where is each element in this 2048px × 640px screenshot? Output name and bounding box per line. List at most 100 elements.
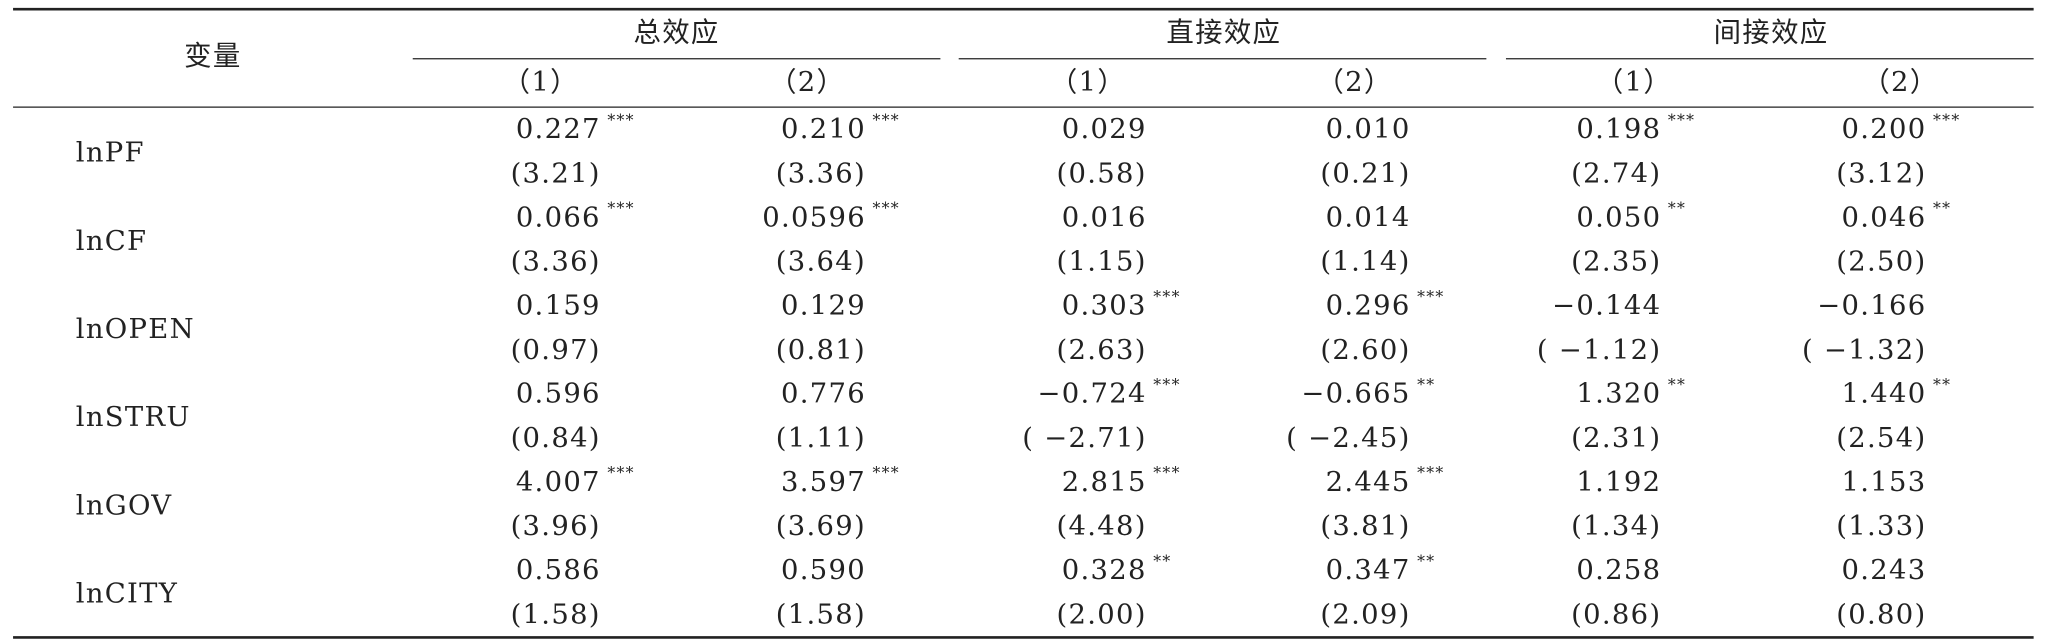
column-header: （1） bbox=[503, 67, 579, 98]
column-header: （2） bbox=[1862, 67, 1938, 98]
t-statistic: ( −1.12) bbox=[1537, 335, 1662, 366]
t-statistic: ( −1.32) bbox=[1802, 335, 1927, 366]
column-header: （2） bbox=[1316, 67, 1392, 98]
significance: *** bbox=[607, 199, 634, 218]
t-statistic: (1.14) bbox=[1320, 247, 1410, 278]
significance: *** bbox=[872, 110, 899, 129]
t-statistic: (0.58) bbox=[1057, 159, 1147, 190]
row-label: lnGOV bbox=[76, 490, 173, 521]
significance: *** bbox=[607, 110, 634, 129]
t-statistic: (3.12) bbox=[1836, 159, 1926, 190]
t-statistic: (0.80) bbox=[1836, 599, 1926, 630]
row-label: lnPF bbox=[76, 138, 145, 169]
t-statistic: (0.84) bbox=[511, 423, 601, 454]
t-statistic: (2.31) bbox=[1571, 423, 1661, 454]
t-statistic: (4.48) bbox=[1057, 511, 1147, 542]
coefficient: 0.014 bbox=[1326, 202, 1411, 233]
coefficient: 0.303 bbox=[1062, 290, 1147, 321]
t-statistic: (0.21) bbox=[1320, 159, 1410, 190]
coefficient: 0.596 bbox=[516, 379, 601, 410]
coefficient: 0.328 bbox=[1062, 555, 1147, 586]
t-statistic: (1.15) bbox=[1057, 247, 1147, 278]
group-header: 直接效应 bbox=[1166, 17, 1281, 48]
column-header: （1） bbox=[1596, 67, 1672, 98]
significance: ** bbox=[1153, 551, 1171, 570]
significance: ** bbox=[1933, 199, 1951, 218]
t-statistic: (2.50) bbox=[1836, 247, 1926, 278]
t-statistic: ( −2.45) bbox=[1286, 423, 1411, 454]
t-statistic: (1.11) bbox=[776, 423, 866, 454]
t-statistic: (2.09) bbox=[1320, 599, 1410, 630]
coefficient: 0.046 bbox=[1842, 202, 1927, 233]
significance: *** bbox=[872, 199, 899, 218]
t-statistic: (2.35) bbox=[1571, 247, 1661, 278]
significance: *** bbox=[1933, 110, 1960, 129]
significance: ** bbox=[1668, 199, 1686, 218]
significance: *** bbox=[1417, 287, 1444, 306]
group-header: 间接效应 bbox=[1714, 17, 1829, 48]
significance: ** bbox=[1417, 551, 1435, 570]
coefficient: 0.016 bbox=[1062, 202, 1147, 233]
coefficient: 0.296 bbox=[1326, 290, 1411, 321]
t-statistic: (3.64) bbox=[776, 247, 866, 278]
coefficient: 2.815 bbox=[1062, 467, 1147, 498]
t-statistic: (1.58) bbox=[511, 599, 601, 630]
corner-header: 变量 bbox=[184, 41, 241, 72]
coefficient: 0.050 bbox=[1576, 202, 1661, 233]
coefficient: 0.776 bbox=[781, 379, 866, 410]
coefficient: 0.029 bbox=[1062, 114, 1147, 145]
t-statistic: (0.97) bbox=[511, 335, 601, 366]
row-label: lnSTRU bbox=[76, 402, 191, 433]
coefficient: 0.129 bbox=[781, 290, 866, 321]
coefficient: 0.243 bbox=[1842, 555, 1927, 586]
coefficient: 0.590 bbox=[781, 555, 866, 586]
significance: ** bbox=[1417, 375, 1435, 394]
coefficient: 1.440 bbox=[1842, 379, 1927, 410]
significance: ** bbox=[1668, 375, 1686, 394]
coefficient: 0.210 bbox=[781, 114, 866, 145]
t-statistic: (3.69) bbox=[776, 511, 866, 542]
coefficient: 2.445 bbox=[1326, 467, 1411, 498]
column-header: （2） bbox=[769, 67, 845, 98]
coefficient: 1.320 bbox=[1576, 379, 1661, 410]
coefficient: 4.007 bbox=[516, 467, 601, 498]
column-header: （1） bbox=[1050, 67, 1126, 98]
t-statistic: (3.36) bbox=[776, 159, 866, 190]
t-statistic: (2.54) bbox=[1836, 423, 1926, 454]
t-statistic: (1.58) bbox=[776, 599, 866, 630]
coefficient: 0.227 bbox=[516, 114, 601, 145]
coefficient: 0.258 bbox=[1576, 555, 1661, 586]
coefficient: 0.066 bbox=[516, 202, 601, 233]
row-label: lnOPEN bbox=[76, 314, 195, 345]
coefficient: 1.153 bbox=[1842, 467, 1927, 498]
coefficient: 3.597 bbox=[781, 467, 866, 498]
t-statistic: (0.81) bbox=[776, 335, 866, 366]
coefficient: 1.192 bbox=[1576, 467, 1661, 498]
t-statistic: (3.81) bbox=[1320, 511, 1410, 542]
significance: ** bbox=[1933, 375, 1951, 394]
t-statistic: (1.33) bbox=[1836, 511, 1926, 542]
t-statistic: (2.63) bbox=[1057, 335, 1147, 366]
coefficient: 0.0596 bbox=[762, 202, 866, 233]
coefficient: −0.144 bbox=[1552, 290, 1661, 321]
significance: *** bbox=[872, 463, 899, 482]
t-statistic: (1.34) bbox=[1571, 511, 1661, 542]
significance: *** bbox=[1153, 287, 1180, 306]
coefficient: 0.198 bbox=[1576, 114, 1661, 145]
significance: *** bbox=[1417, 463, 1444, 482]
t-statistic: (3.36) bbox=[511, 247, 601, 278]
t-statistic: (3.96) bbox=[511, 511, 601, 542]
t-statistic: ( −2.71) bbox=[1022, 423, 1147, 454]
coefficient: 0.159 bbox=[516, 290, 601, 321]
significance: *** bbox=[1668, 110, 1695, 129]
coefficient: −0.724 bbox=[1038, 379, 1147, 410]
row-label: lnCITY bbox=[76, 578, 178, 609]
coefficient: −0.665 bbox=[1301, 379, 1410, 410]
t-statistic: (3.21) bbox=[511, 159, 601, 190]
significance: *** bbox=[1153, 375, 1180, 394]
t-statistic: (2.60) bbox=[1320, 335, 1410, 366]
coefficient: 0.010 bbox=[1326, 114, 1411, 145]
t-statistic: (2.74) bbox=[1571, 159, 1661, 190]
coefficient: 0.347 bbox=[1326, 555, 1411, 586]
